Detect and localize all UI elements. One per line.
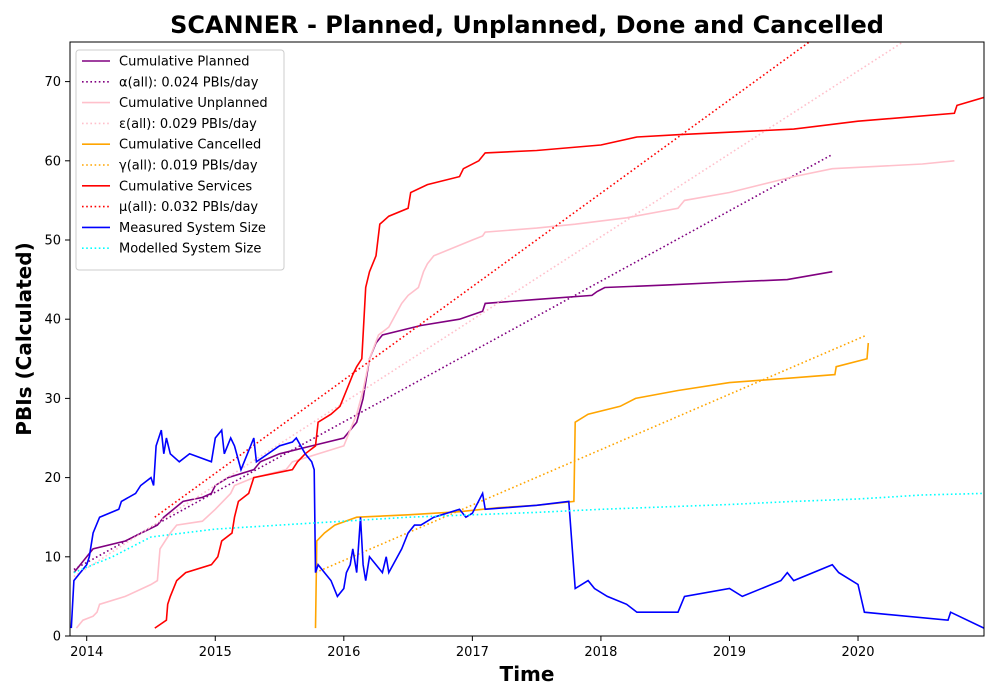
legend-entry-0: Cumulative Planned xyxy=(119,55,249,70)
y-tick-label: 60 xyxy=(44,154,61,169)
x-tick-label: 2016 xyxy=(327,645,360,660)
series-line-cumulative-planned-0 xyxy=(74,272,832,573)
legend-entry-8: Measured System Size xyxy=(119,221,266,236)
legend-entry-3: ε(all): 0.029 PBIs/day xyxy=(119,117,257,132)
y-axis: 0 10 20 30 40 50 60 70 xyxy=(44,75,70,644)
x-tick-label: 2019 xyxy=(713,645,746,660)
x-tick-label: 2018 xyxy=(584,645,617,660)
y-axis-label: PBIs (Calculated) xyxy=(12,242,36,435)
y-tick-label: 0 xyxy=(53,630,61,645)
series-line-measured-system-size-8 xyxy=(71,430,984,628)
x-axis: 2014 2015 2016 2017 2018 2019 2020 xyxy=(70,636,874,660)
y-tick-label: 30 xyxy=(44,392,61,407)
series-line-all-0-019-pbis-day-5 xyxy=(316,335,868,573)
y-tick-label: 50 xyxy=(44,234,61,249)
x-tick-label: 2017 xyxy=(456,645,489,660)
chart-title: SCANNER - Planned, Unplanned, Done and C… xyxy=(170,11,884,39)
legend-entry-2: Cumulative Unplanned xyxy=(119,96,268,111)
y-tick-label: 40 xyxy=(44,313,61,328)
legend-entry-4: Cumulative Cancelled xyxy=(119,138,261,153)
y-tick-label: 20 xyxy=(44,471,61,486)
x-tick-label: 2020 xyxy=(841,645,874,660)
x-tick-label: 2015 xyxy=(199,645,232,660)
legend-entry-7: μ(all): 0.032 PBIs/day xyxy=(119,200,258,215)
legend-entry-1: α(all): 0.024 PBIs/day xyxy=(119,75,259,90)
legend-entry-9: Modelled System Size xyxy=(119,242,261,257)
x-tick-label: 2014 xyxy=(70,645,103,660)
x-axis-label: Time xyxy=(500,662,555,686)
y-tick-label: 10 xyxy=(44,550,61,565)
y-tick-label: 70 xyxy=(44,75,61,90)
legend-entry-5: γ(all): 0.019 PBIs/day xyxy=(119,159,258,174)
legend-entry-6: Cumulative Services xyxy=(119,179,252,194)
legend: Cumulative Planned α(all): 0.024 PBIs/day… xyxy=(76,50,284,270)
